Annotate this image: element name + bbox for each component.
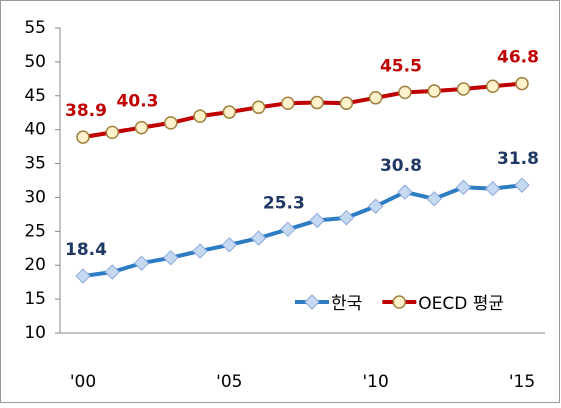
- x-tick-label: '05: [216, 372, 242, 392]
- y-tick-label: 10: [24, 323, 46, 343]
- y-tick-label: 30: [24, 187, 46, 207]
- data-label: 45.5: [380, 56, 422, 76]
- y-tick-label: 55: [24, 18, 46, 38]
- y-tick-label: 50: [24, 52, 46, 72]
- point: [426, 191, 442, 207]
- legend-label: 한국: [331, 294, 362, 314]
- point: [309, 212, 325, 229]
- point: [133, 255, 150, 271]
- data-label: 18.4: [65, 240, 107, 260]
- point: [164, 116, 178, 130]
- point: [250, 230, 267, 246]
- point: [104, 264, 120, 280]
- point: [456, 82, 471, 96]
- legend-label: OECD 평균: [418, 294, 504, 314]
- y-tick-label: 20: [24, 255, 46, 275]
- point: [76, 130, 90, 144]
- x-tick-label: '00: [70, 372, 96, 392]
- point: [485, 180, 501, 197]
- x-tick-label: '10: [363, 372, 389, 392]
- data-label: 30.8: [380, 156, 422, 176]
- point: [193, 109, 207, 123]
- data-label: 46.8: [497, 48, 539, 68]
- y-tick-label: 40: [24, 120, 46, 140]
- point: [310, 95, 324, 110]
- data-label: 31.8: [497, 149, 539, 169]
- series-line: [82, 183, 523, 279]
- point: [163, 250, 179, 266]
- point: [455, 179, 472, 195]
- point: [281, 96, 295, 110]
- point: [338, 210, 355, 226]
- point: [221, 237, 238, 253]
- point: [105, 125, 120, 140]
- point: [514, 177, 530, 193]
- y-tick-label: 35: [24, 154, 46, 174]
- x-tick-label: '15: [509, 372, 535, 392]
- y-tick-label: 45: [24, 86, 46, 106]
- series-line: [82, 81, 523, 140]
- point: [515, 76, 529, 91]
- data-label: 40.3: [117, 92, 159, 112]
- point: [222, 105, 237, 119]
- y-tick-label: 25: [24, 221, 46, 241]
- legend-marker: [392, 295, 407, 309]
- legend-marker: [304, 294, 320, 310]
- point: [339, 96, 354, 110]
- point: [397, 184, 413, 200]
- point: [398, 85, 412, 100]
- point: [134, 120, 149, 135]
- point: [192, 243, 208, 259]
- point: [75, 268, 91, 284]
- data-label: 38.9: [65, 101, 107, 121]
- point: [251, 100, 266, 115]
- point: [367, 198, 384, 214]
- point: [427, 84, 441, 98]
- point: [485, 79, 500, 94]
- data-label: 25.3: [263, 193, 305, 213]
- y-tick-label: 15: [24, 289, 46, 309]
- point: [280, 221, 296, 238]
- point: [368, 91, 383, 105]
